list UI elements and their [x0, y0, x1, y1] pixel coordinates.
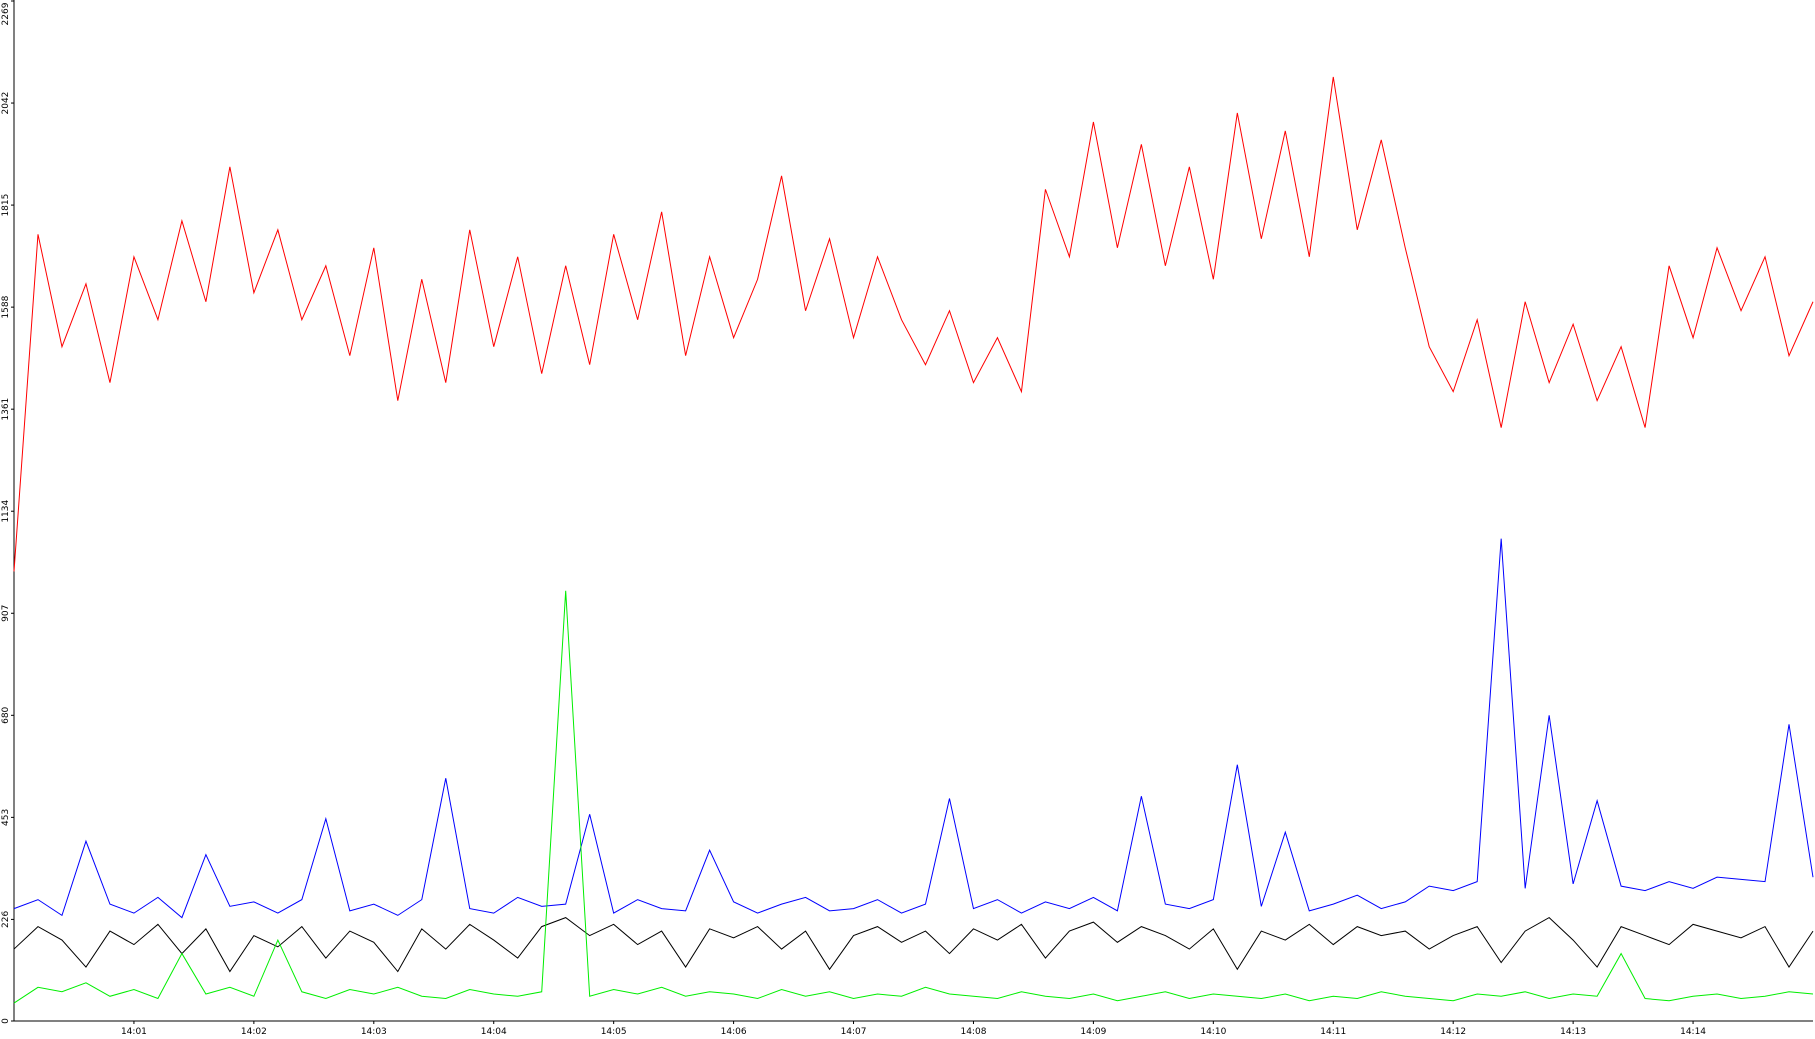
y-tick-label: 2042: [1, 92, 11, 115]
y-tick-label: 907: [1, 605, 11, 622]
x-tick-label: 14:01: [121, 1027, 147, 1037]
x-tick-label: 14:05: [601, 1027, 627, 1037]
x-tick-label: 14:13: [1560, 1027, 1586, 1037]
y-tick-label: 1134: [1, 499, 11, 522]
y-tick-label: 2269: [1, 2, 11, 25]
x-tick-label: 14:04: [481, 1027, 507, 1037]
series-line: [13, 76, 1814, 572]
y-tick-label: 680: [1, 706, 11, 723]
series-line: [13, 590, 1814, 1004]
y-tick-label: 226: [1, 911, 11, 928]
series-line: [13, 916, 1814, 973]
x-tick-label: 14:09: [1080, 1027, 1106, 1037]
x-tick-label: 14:14: [1680, 1027, 1706, 1037]
x-tick-label: 14:10: [1200, 1027, 1226, 1037]
y-tick-label: 453: [1, 809, 11, 826]
x-tick-label: 14:06: [721, 1027, 747, 1037]
x-tick-label: 14:11: [1320, 1027, 1346, 1037]
y-tick-label: 1815: [1, 194, 11, 217]
x-tick-label: 14:12: [1440, 1027, 1466, 1037]
y-tick-label: 0: [1, 1018, 11, 1024]
x-tick-label: 14:02: [241, 1027, 267, 1037]
y-tick-label: 1361: [1, 398, 11, 421]
y-tick-label: 1588: [1, 295, 11, 318]
x-tick-label: 14:03: [361, 1027, 387, 1037]
x-tick-label: 14:07: [841, 1027, 867, 1037]
x-tick-label: 14:08: [960, 1027, 986, 1037]
series-line: [13, 538, 1814, 919]
